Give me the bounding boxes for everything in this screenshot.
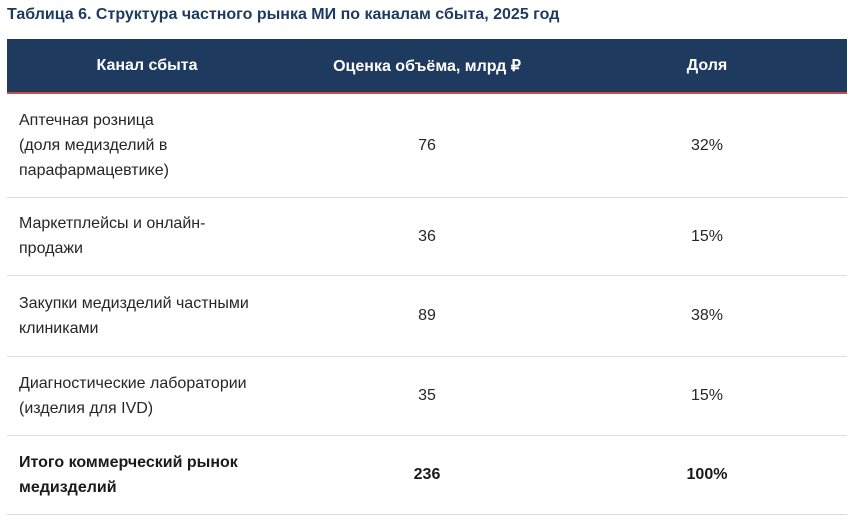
channel-cell: Диагностические лаборатории (изделия для… — [7, 356, 287, 436]
table-row: Диагностические лаборатории (изделия для… — [7, 356, 847, 436]
volume-cell: 89 — [287, 275, 567, 357]
table-body: Аптечная розница (доля медизделий в пара… — [7, 93, 847, 515]
total-volume-cell: 236 — [287, 435, 567, 515]
total-label-cell: Итого коммерческий рынок медизделий — [7, 435, 287, 515]
total-row: Итого коммерческий рынок медизделий 236 … — [7, 435, 847, 515]
header-share: Доля — [567, 39, 847, 94]
channel-cell: Маркетплейсы и онлайн-продажи — [7, 197, 287, 276]
sales-channels-table: Канал сбыта Оценка объёма, млрд ₽ Доля А… — [7, 39, 847, 515]
channel-cell: Закупки медизделий частными клиниками — [7, 275, 287, 357]
table-header: Канал сбыта Оценка объёма, млрд ₽ Доля — [7, 39, 847, 94]
share-cell: 15% — [567, 197, 847, 276]
table-row: Закупки медизделий частными клиниками 89… — [7, 275, 847, 357]
table-row: Маркетплейсы и онлайн-продажи 36 15% — [7, 197, 847, 276]
table-row: Аптечная розница (доля медизделий в пара… — [7, 93, 847, 198]
total-share-cell: 100% — [567, 435, 847, 515]
header-channel: Канал сбыта — [7, 39, 287, 94]
share-cell: 32% — [567, 93, 847, 198]
table-title: Таблица 6. Структура частного рынка МИ п… — [7, 6, 560, 23]
header-row: Канал сбыта Оценка объёма, млрд ₽ Доля — [7, 39, 847, 94]
header-volume: Оценка объёма, млрд ₽ — [287, 39, 567, 94]
volume-cell: 35 — [287, 356, 567, 436]
share-cell: 15% — [567, 356, 847, 436]
volume-cell: 36 — [287, 197, 567, 276]
share-cell: 38% — [567, 275, 847, 357]
channels-table-container: Канал сбыта Оценка объёма, млрд ₽ Доля А… — [7, 39, 847, 515]
channel-cell: Аптечная розница (доля медизделий в пара… — [7, 93, 287, 198]
volume-cell: 76 — [287, 93, 567, 198]
